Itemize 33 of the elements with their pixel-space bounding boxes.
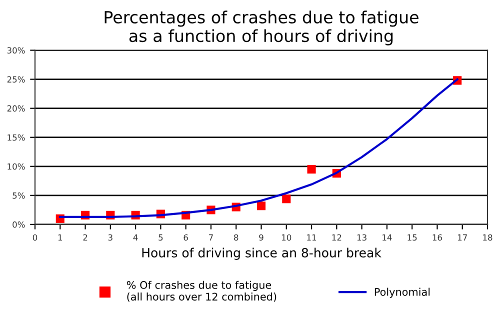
- x-tick-label: 5: [158, 234, 163, 241]
- y-tick-label: 0%: [12, 221, 25, 228]
- x-tick-label: 18: [483, 234, 492, 241]
- x-tick-label: 15: [408, 234, 417, 241]
- y-tick-label: 20%: [7, 105, 25, 112]
- y-tick-label: 25%: [7, 76, 25, 83]
- x-tick-label: 1: [58, 234, 62, 241]
- y-tick-label: 5%: [12, 192, 25, 199]
- x-tick-label: 13: [357, 234, 366, 241]
- legend-label: Polynomial: [374, 288, 430, 298]
- x-tick-label: 6: [184, 234, 188, 241]
- x-tick-label: 0: [32, 234, 38, 241]
- point: [256, 202, 266, 210]
- legend-label: % Of crashes due to fatigue (all hours over 12 combined): [126, 280, 276, 302]
- point: [307, 165, 316, 174]
- x-tick-label: 12: [332, 234, 342, 241]
- chart-title: Percentages of crashes due to fatigue as a function of hours of driving: [104, 10, 418, 46]
- x-tick-label: 8: [234, 234, 238, 241]
- x-tick-label: 17: [458, 234, 467, 241]
- x-tick-label: 16: [432, 234, 442, 241]
- y-tick-label: 10%: [8, 163, 25, 170]
- x-axis-title: Hours of driving since an 8-hour break: [142, 248, 382, 260]
- x-tick-label: 11: [307, 234, 316, 241]
- point: [282, 194, 291, 204]
- x-tick-label: 10: [282, 234, 292, 241]
- x-tick-label: 9: [259, 234, 264, 241]
- y-tick-label: 15%: [8, 134, 25, 141]
- x-tick-label: 14: [382, 234, 392, 241]
- y-tick-label: 30%: [7, 47, 25, 54]
- x-tick-label: 2: [83, 234, 88, 241]
- x-tick-label: 3: [108, 234, 112, 241]
- x-tick-label: 4: [133, 234, 138, 241]
- x-tick-label: 7: [209, 234, 213, 241]
